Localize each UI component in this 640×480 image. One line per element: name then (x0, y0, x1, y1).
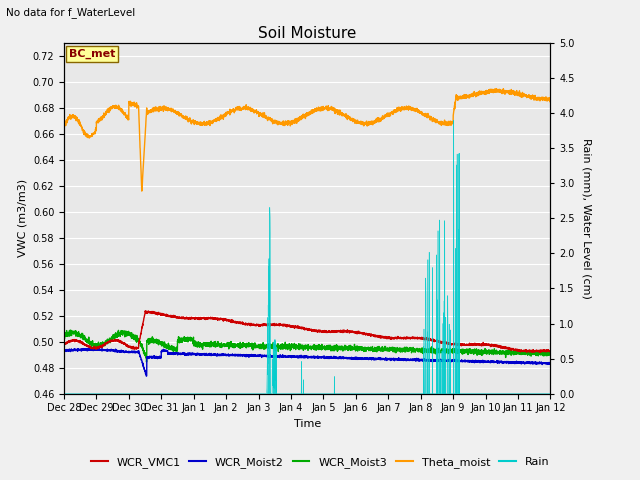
Legend: WCR_VMC1, WCR_Moist2, WCR_Moist3, Theta_moist, Rain: WCR_VMC1, WCR_Moist2, WCR_Moist3, Theta_… (86, 452, 554, 472)
Title: Soil Moisture: Soil Moisture (258, 25, 356, 41)
Text: BC_met: BC_met (69, 49, 115, 60)
X-axis label: Time: Time (294, 419, 321, 429)
Y-axis label: VWC (m3/m3): VWC (m3/m3) (17, 180, 27, 257)
Text: No data for f_WaterLevel: No data for f_WaterLevel (6, 7, 136, 18)
Y-axis label: Rain (mm), Water Level (cm): Rain (mm), Water Level (cm) (582, 138, 591, 299)
